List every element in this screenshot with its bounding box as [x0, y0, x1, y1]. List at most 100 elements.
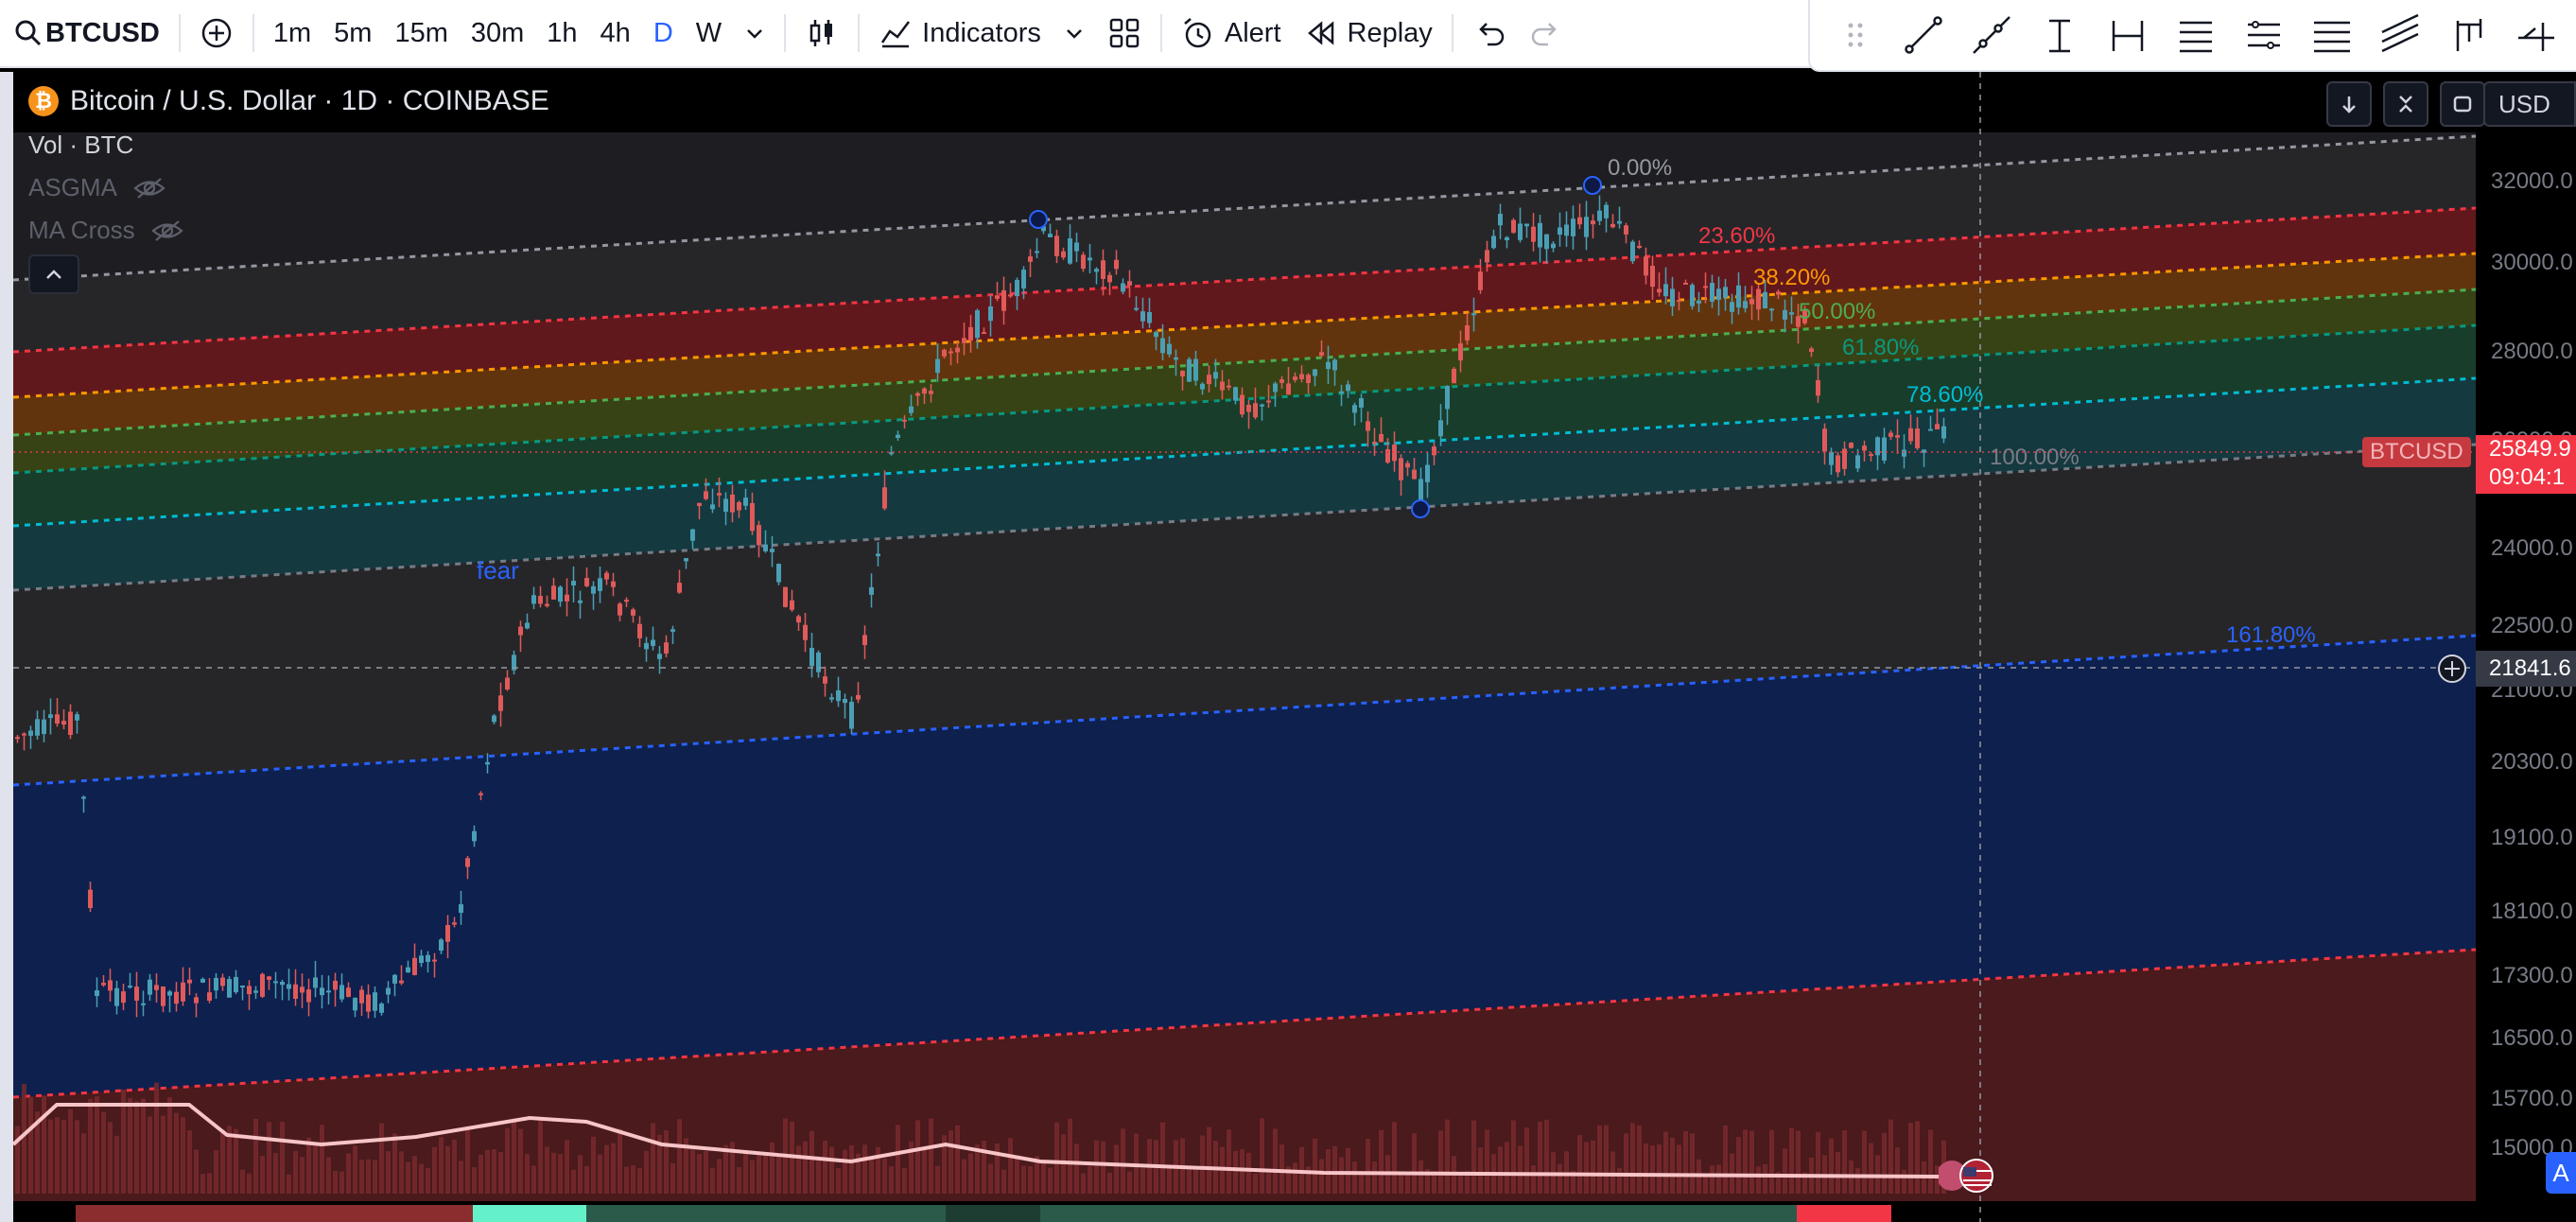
volume-bar	[988, 1163, 993, 1194]
candle-body	[1551, 243, 1556, 249]
volume-bar	[995, 1143, 1000, 1194]
candle-body	[1558, 227, 1562, 236]
candle-body	[518, 626, 523, 636]
candle-body	[776, 564, 781, 583]
interval-4h[interactable]: 4h	[600, 17, 631, 48]
volume-bar	[300, 1157, 305, 1194]
interval-d[interactable]: D	[653, 17, 673, 48]
candle-body	[1021, 270, 1026, 289]
collapse-legend-button[interactable]	[28, 254, 79, 294]
candle-body	[1227, 385, 1231, 388]
interval-15m[interactable]: 15m	[394, 17, 448, 48]
volume-bar	[1379, 1129, 1384, 1194]
long-position-tool[interactable]	[2509, 8, 2564, 62]
volume-bar	[982, 1141, 986, 1194]
volume-bar	[1888, 1119, 1893, 1194]
candle-body	[1829, 451, 1834, 465]
maximize-button[interactable]	[2440, 81, 2485, 127]
symbol-title[interactable]: ₿ Bitcoin / U.S. Dollar · 1D · COINBASE	[28, 85, 549, 117]
regression-trend-tool[interactable]	[2373, 8, 2428, 62]
redo-button[interactable]	[1518, 7, 1575, 60]
volume-bar	[399, 1151, 404, 1194]
alert-button[interactable]: Alert	[1170, 7, 1293, 60]
volume-bar	[882, 1159, 887, 1194]
separator	[784, 14, 787, 52]
candle-body	[909, 406, 914, 413]
candle-body	[1650, 266, 1655, 288]
candle-body	[1240, 394, 1244, 415]
compare-button[interactable]	[188, 7, 245, 60]
volume-bar	[591, 1136, 596, 1194]
asgma-indicator[interactable]: ASGMA	[28, 173, 549, 202]
candle-body	[737, 501, 741, 511]
volume-bar	[214, 1150, 218, 1194]
fib-level-line	[12, 288, 2477, 437]
volume-bar	[492, 1149, 496, 1194]
undo-button[interactable]	[1461, 7, 1518, 60]
candle-body	[1538, 222, 1542, 248]
fib-extension-tool[interactable]	[2237, 8, 2291, 62]
auto-scale-button[interactable]: A	[2546, 1152, 2576, 1194]
candle-body	[1657, 288, 1662, 293]
templates-button[interactable]	[1096, 7, 1153, 60]
scroll-to-latest-button[interactable]	[2326, 81, 2372, 127]
eye-hidden-icon[interactable]	[132, 176, 166, 201]
collapse-button[interactable]	[2383, 81, 2428, 127]
candle-body	[1498, 214, 1503, 226]
drag-handle[interactable]	[1828, 8, 1883, 62]
eye-hidden-icon[interactable]	[150, 218, 184, 243]
candle-body	[1697, 300, 1701, 304]
candle-body	[849, 702, 854, 729]
candle-body	[1160, 338, 1165, 354]
volume-bar	[55, 1117, 60, 1194]
symbol-search[interactable]: BTCUSD	[0, 7, 171, 60]
volume-bar	[723, 1144, 728, 1194]
candle-body	[465, 858, 470, 867]
currency-selector[interactable]: USD	[2483, 81, 2576, 127]
candle-body	[935, 358, 940, 374]
interval-30m[interactable]: 30m	[470, 17, 525, 48]
candle-body	[1769, 308, 1774, 311]
trend-line-tool[interactable]	[1896, 8, 1951, 62]
interval-dropdown[interactable]	[733, 7, 776, 60]
fear-annotation[interactable]: fear	[477, 556, 519, 585]
price-chart[interactable]	[0, 72, 2576, 1222]
fib-level-label: 100.00%	[1990, 445, 2080, 470]
volume-bar	[1591, 1140, 1595, 1194]
candle-body	[373, 992, 377, 1011]
candle-body	[637, 623, 642, 638]
replay-button[interactable]: Replay	[1293, 7, 1444, 60]
volume-indicator[interactable]: Vol · BTC	[28, 131, 549, 160]
volume-bar	[1670, 1137, 1675, 1194]
candle-body	[1352, 405, 1357, 413]
parallel-channel-tool[interactable]	[2305, 8, 2359, 62]
candle-body	[95, 990, 99, 997]
indicators-button[interactable]: Indicators	[867, 7, 1053, 60]
chart-type-button[interactable]	[793, 7, 850, 60]
rewind-icon	[1307, 21, 1333, 45]
candle-body	[1663, 284, 1668, 297]
candle-body	[704, 491, 708, 499]
ma-cross-label: MA Cross	[28, 216, 135, 244]
interval-w[interactable]: W	[695, 17, 722, 48]
interval-1m[interactable]: 1m	[272, 17, 312, 48]
volume-bar	[1160, 1122, 1165, 1194]
interval-1h[interactable]: 1h	[547, 17, 578, 48]
ma-cross-indicator[interactable]: MA Cross	[28, 216, 549, 245]
interval-5m[interactable]: 5m	[334, 17, 373, 48]
indicators-dropdown[interactable]	[1053, 7, 1096, 60]
add-alert-plus-icon[interactable]	[2436, 653, 2468, 685]
date-range-tool[interactable]	[2100, 8, 2155, 62]
economic-events-icon[interactable]	[1939, 1158, 1995, 1194]
candle-body	[1849, 443, 1854, 448]
candle-body	[1571, 218, 1575, 236]
ray-tool[interactable]	[1964, 8, 2019, 62]
candle-body	[611, 581, 616, 587]
candle-body	[902, 419, 907, 422]
candle-body	[1743, 301, 1748, 308]
pitchfork-tool[interactable]	[2441, 8, 2496, 62]
vertical-line-tool[interactable]	[2032, 8, 2087, 62]
candle-body	[1008, 294, 1013, 297]
candle-body	[128, 986, 132, 988]
fib-retracement-tool[interactable]	[2168, 8, 2223, 62]
